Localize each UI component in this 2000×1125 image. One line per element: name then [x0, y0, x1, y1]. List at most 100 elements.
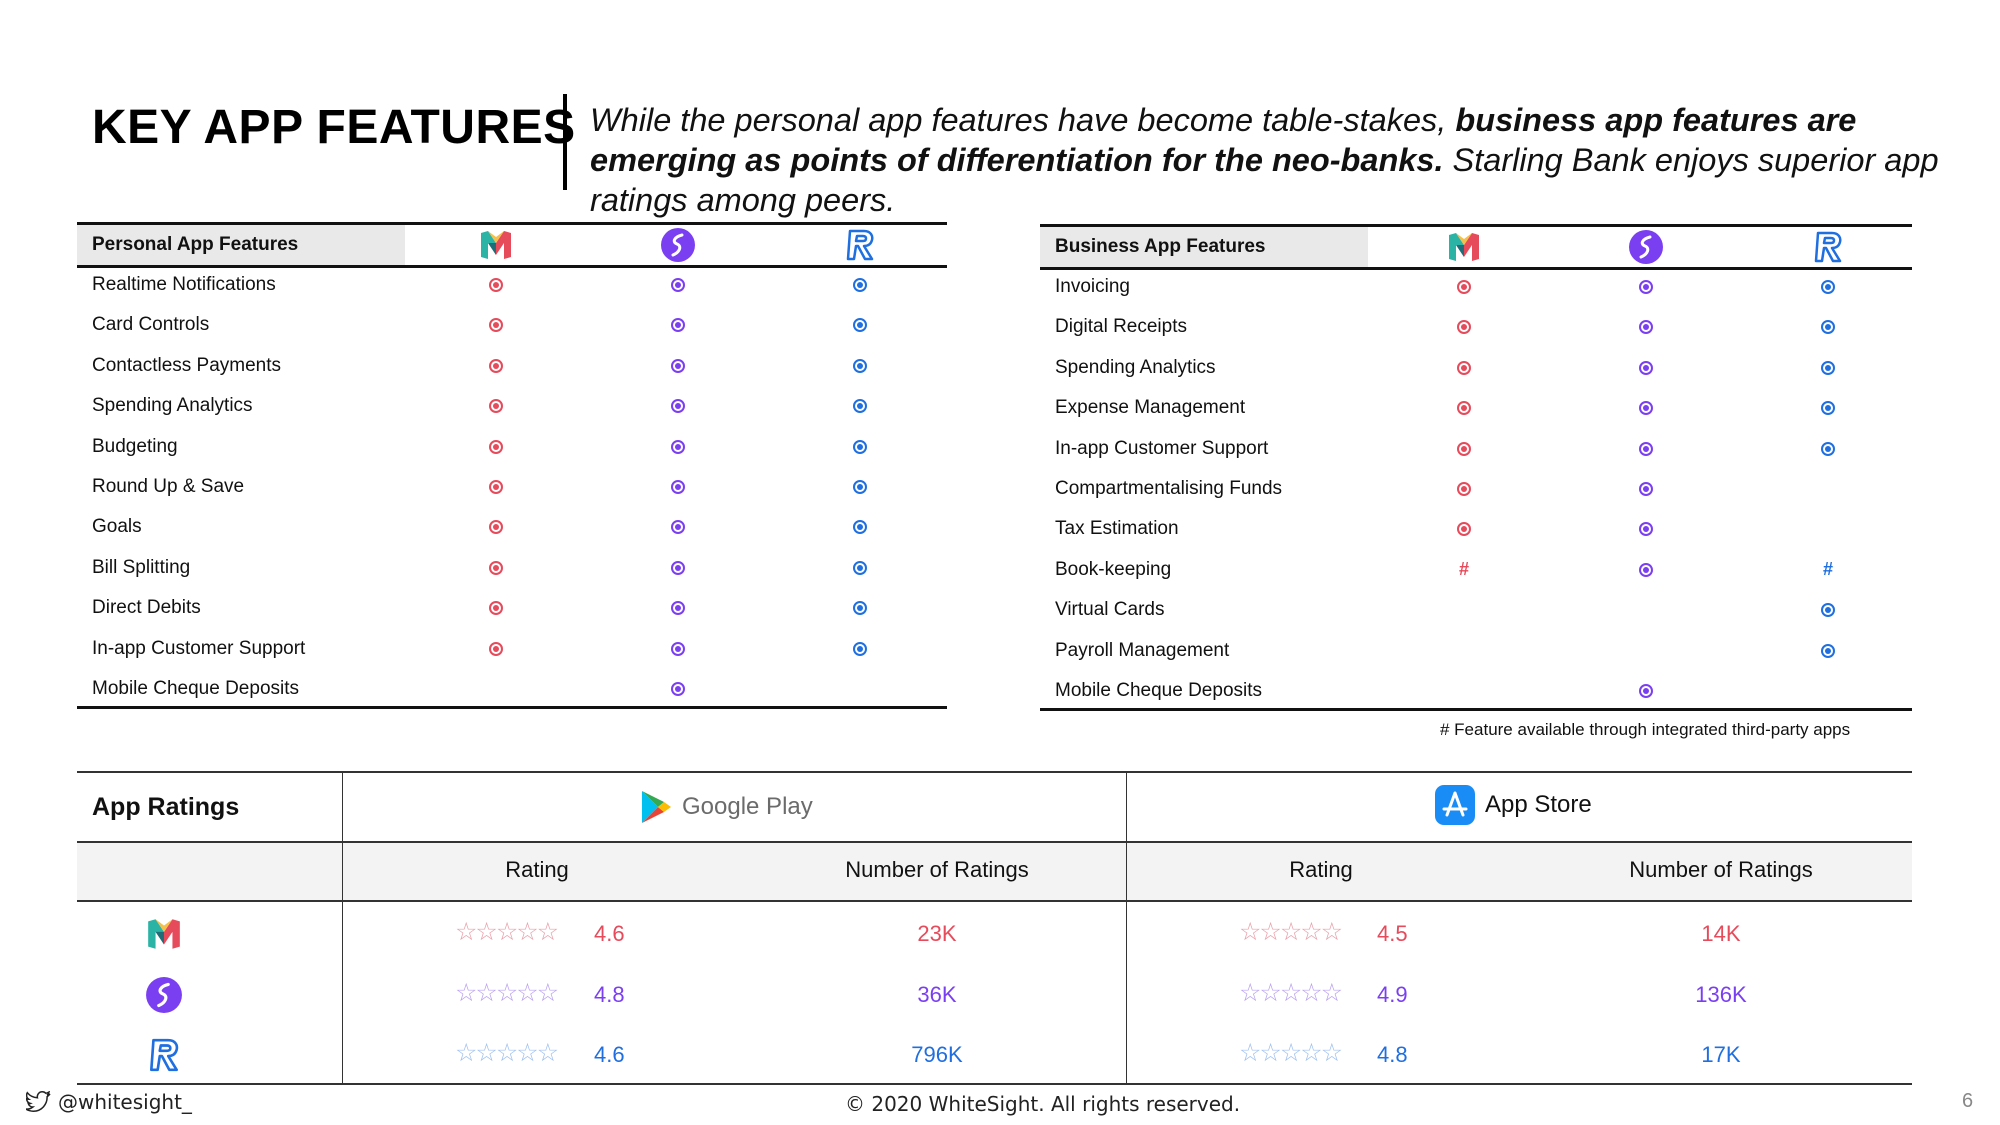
feature-check-icon: [658, 588, 698, 628]
business-table-header: Business App Features: [1040, 224, 1912, 270]
personal-features-table: Personal App Features Realtime Notificat…: [77, 222, 947, 710]
check-dot-icon: [671, 318, 685, 333]
ratings-title: App Ratings: [92, 793, 240, 821]
feature-check-icon: [840, 467, 880, 507]
third-party-footnote: # Feature available through integrated t…: [1440, 720, 1851, 739]
starling-logo: [145, 976, 182, 1013]
check-dot-icon: [1639, 482, 1653, 496]
check-dot-icon: [671, 439, 685, 454]
feature-row: Goals: [77, 507, 947, 547]
feature-row: Card Controls: [77, 305, 947, 345]
ratings-vline-2: [1126, 771, 1127, 1085]
feature-row: Book-keeping # #: [1040, 550, 1912, 590]
feature-check-icon: [1444, 509, 1484, 549]
as-rating-value: 4.8: [1377, 1042, 1408, 1067]
check-dot-icon: [671, 560, 685, 575]
feature-label: Compartmentalising Funds: [1055, 478, 1283, 499]
feature-check-icon: [1444, 267, 1484, 307]
revolut-logo: [842, 227, 878, 263]
revolut-logo: [145, 1036, 181, 1072]
feature-label: Bill Splitting: [92, 556, 191, 578]
check-dot-icon: [853, 480, 867, 494]
feature-check-icon: [1444, 348, 1484, 388]
feature-row: In-app Customer Support: [77, 629, 947, 669]
page-title: KEY APP FEATURES: [92, 101, 576, 154]
feature-check-icon: [840, 265, 880, 305]
monzo-logo: [145, 915, 181, 951]
feature-check-icon: [1626, 388, 1666, 428]
feature-check-icon: [840, 346, 880, 386]
feature-row: Bill Splitting: [77, 548, 947, 588]
feature-label: Invoicing: [1055, 276, 1130, 297]
feature-label: Realtime Notifications: [92, 274, 276, 295]
check-dot-icon: [1821, 401, 1835, 416]
twitter-handle[interactable]: @whitesight_: [26, 1090, 192, 1114]
feature-label: Payroll Management: [1055, 639, 1230, 661]
check-dot-icon: [1457, 482, 1471, 496]
feature-check-icon: [476, 305, 516, 345]
check-dot-icon: [1821, 603, 1835, 618]
ratings-subheader-bg: [77, 843, 1912, 900]
starling-logo: [660, 227, 696, 263]
gp-rating-value: 4.6: [594, 921, 625, 946]
app-store-header: App Store: [1435, 785, 1592, 825]
business-header-label: Business App Features: [1040, 227, 1368, 267]
feature-row: Budgeting: [77, 427, 947, 467]
feature-check-icon: [1444, 388, 1484, 428]
ratings-vline-1: [342, 771, 343, 1085]
copyright-text: © 2020 WhiteSight. All rights reserved.: [845, 1092, 1241, 1116]
personal-table-header: Personal App Features: [77, 222, 947, 268]
feature-check-icon: [1626, 469, 1666, 509]
feature-check-icon: [1808, 631, 1848, 671]
feature-label: Virtual Cards: [1055, 599, 1165, 621]
check-dot-icon: [1639, 684, 1653, 698]
gp-count-value: 23K: [917, 921, 957, 946]
third-party-mark: #: [1808, 550, 1848, 590]
feature-label: Spending Analytics: [1055, 356, 1216, 378]
check-dot-icon: [489, 399, 503, 414]
check-dot-icon: [853, 520, 867, 535]
check-dot-icon: [1821, 320, 1835, 335]
as-star-rating: ☆☆☆☆☆: [1239, 978, 1343, 1007]
feature-row: Mobile Cheque Deposits: [77, 669, 947, 709]
feature-check-icon: [1626, 671, 1666, 711]
feature-check-icon: [840, 386, 880, 426]
page-number: 6: [1962, 1090, 1974, 1112]
gp-count-col: Number of Ratings: [845, 857, 1029, 882]
feature-check-icon: [476, 265, 516, 305]
check-dot-icon: [671, 520, 685, 535]
feature-row: Round Up & Save: [77, 467, 947, 507]
feature-check-icon: [840, 629, 880, 669]
feature-check-icon: [1626, 267, 1666, 307]
google-play-icon: [642, 791, 671, 823]
check-dot-icon: [671, 641, 685, 656]
feature-row: Payroll Management: [1040, 631, 1912, 671]
ratings-bottom-rule: [77, 1083, 1912, 1085]
check-dot-icon: [1821, 643, 1835, 658]
check-dot-icon: [489, 641, 503, 656]
gp-rating-value: 4.6: [594, 1042, 625, 1067]
feature-check-icon: [1626, 550, 1666, 590]
feature-check-icon: [476, 467, 516, 507]
google-play-label: Google Play: [682, 793, 813, 820]
feature-check-icon: [1808, 348, 1848, 388]
personal-table-bottom-rule: [77, 706, 947, 709]
check-dot-icon: [1821, 360, 1835, 375]
revolut-logo: [1810, 229, 1846, 265]
feature-check-icon: [658, 386, 698, 426]
feature-check-icon: [1808, 429, 1848, 469]
check-dot-icon: [1821, 280, 1835, 294]
feature-check-icon: [840, 427, 880, 467]
feature-check-icon: [840, 507, 880, 547]
check-dot-icon: [489, 560, 503, 575]
check-dot-icon: [1457, 401, 1471, 416]
feature-row: Realtime Notifications: [77, 265, 947, 305]
feature-row: Direct Debits: [77, 588, 947, 628]
third-party-mark: #: [1444, 550, 1484, 590]
check-dot-icon: [1639, 401, 1653, 416]
check-dot-icon: [1821, 441, 1835, 456]
feature-label: Contactless Payments: [92, 354, 282, 376]
check-dot-icon: [853, 560, 867, 575]
feature-check-icon: [658, 669, 698, 709]
feature-check-icon: [476, 346, 516, 386]
